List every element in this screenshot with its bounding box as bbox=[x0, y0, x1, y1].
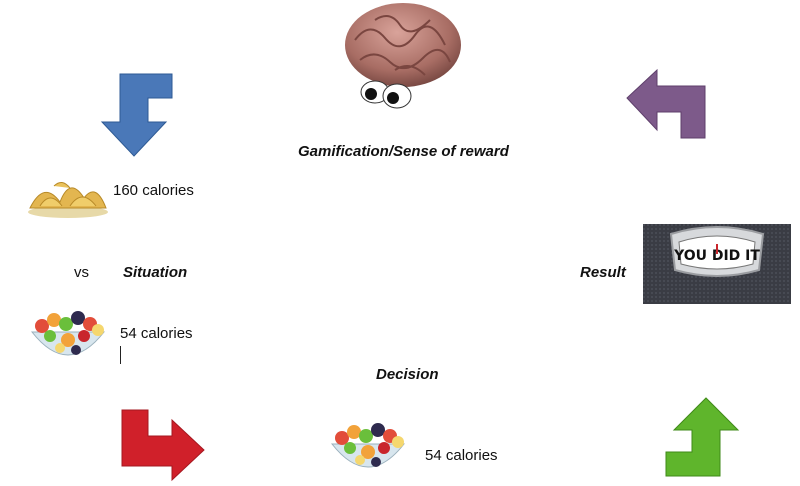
red-arrow-icon bbox=[121, 409, 205, 482]
chips-calories: 160 calories bbox=[113, 182, 194, 199]
scale-text: YOU DID IT bbox=[673, 248, 760, 264]
vs-label: vs bbox=[74, 264, 89, 281]
green-arrow-icon bbox=[665, 397, 740, 477]
fruit-calories-top: 54 calories bbox=[120, 325, 193, 342]
chips-image bbox=[28, 182, 108, 218]
scale-image: YOU DID IT bbox=[643, 224, 791, 304]
reward-title: Gamification/Sense of reward bbox=[298, 143, 509, 160]
result-title: Result bbox=[580, 264, 626, 281]
text-cursor bbox=[120, 346, 121, 364]
fruit-bowl-image bbox=[30, 311, 106, 356]
fruit-calories-bottom: 54 calories bbox=[425, 447, 498, 464]
decision-title: Decision bbox=[376, 366, 439, 383]
fruit-bowl-bottom-image bbox=[330, 423, 406, 468]
blue-arrow-icon bbox=[100, 73, 173, 157]
brain-icon bbox=[345, 3, 461, 109]
purple-arrow-icon bbox=[626, 68, 706, 139]
situation-title: Situation bbox=[123, 264, 188, 281]
